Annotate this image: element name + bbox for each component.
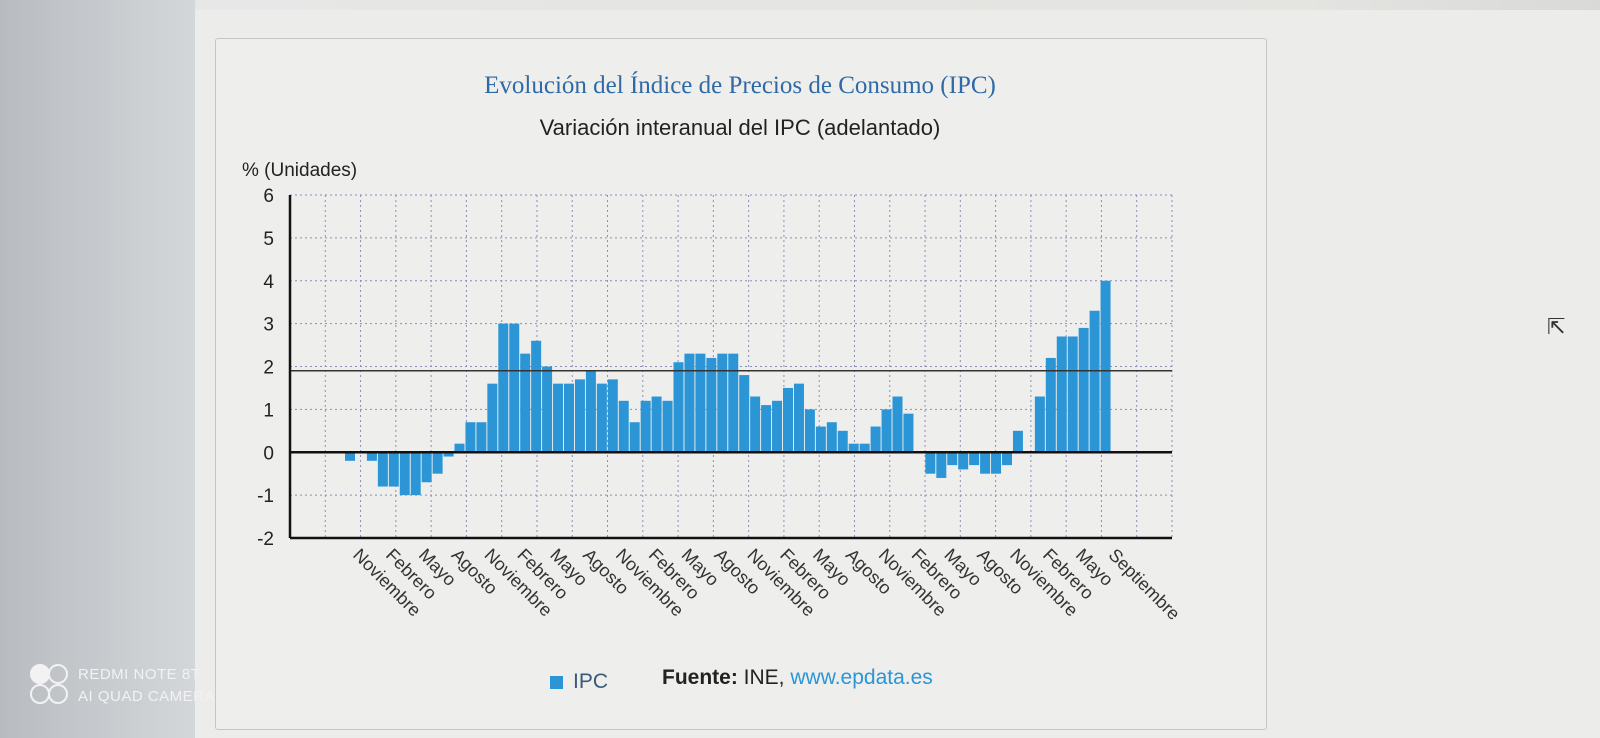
bar: [651, 396, 662, 453]
chart-bars: [345, 280, 1111, 496]
bar: [870, 426, 881, 453]
bar: [585, 370, 596, 453]
bar: [421, 452, 432, 483]
bar: [345, 452, 355, 461]
bar: [454, 443, 465, 453]
bar: [1002, 452, 1012, 466]
legend-swatch: [550, 675, 563, 689]
bar: [1012, 430, 1023, 453]
bar: [640, 400, 651, 453]
bar: [826, 422, 837, 453]
bar: [772, 400, 783, 453]
bar: [618, 400, 629, 453]
bar: [739, 375, 750, 453]
bar: [465, 422, 476, 453]
watermark-line2: AI QUAD CAMERA: [78, 688, 216, 705]
bar: [1067, 336, 1078, 453]
bar: [706, 357, 717, 453]
bar: [881, 409, 892, 453]
bar: [509, 323, 520, 453]
bar: [596, 383, 607, 453]
bar: [410, 452, 421, 496]
bar: [487, 383, 498, 453]
chart-subtitle: Variación interanual del IPC (adelantado…: [539, 115, 941, 140]
mouse-cursor-icon: ⇱: [1547, 314, 1566, 339]
y-tick-label: -1: [257, 486, 274, 507]
bar: [848, 443, 859, 453]
bar: [859, 443, 870, 453]
y-tick-label: 1: [263, 400, 274, 421]
x-tick-labels: NoviembreFebreroMayoAgostoNoviembreFebre…: [349, 545, 1184, 624]
y-tick-label: 3: [263, 315, 274, 336]
bar: [750, 396, 761, 453]
camera-logo-icon: [30, 664, 68, 704]
bar: [476, 422, 487, 453]
chart-axes: [288, 195, 1172, 540]
bar: [804, 409, 815, 453]
bar: [728, 353, 739, 453]
bar: [542, 366, 553, 453]
bar: [815, 426, 826, 453]
y-tick-label: 2: [263, 358, 274, 379]
bar: [947, 452, 958, 466]
bar: [936, 452, 947, 478]
bar: [717, 353, 728, 453]
bar: [1056, 336, 1067, 453]
chart-legend: IPC: [550, 670, 608, 694]
camera-watermark: REDMI NOTE 8T AI QUAD CAMERA: [30, 664, 215, 708]
y-tick-labels: 6 5 4 3 2 1 0 -1 -2: [257, 186, 274, 550]
y-axis-label: % (Unidades): [242, 160, 357, 181]
source-text: INE,: [743, 666, 785, 689]
bar: [1100, 280, 1111, 453]
bar: [695, 353, 706, 453]
bar: [607, 379, 618, 453]
bar: [377, 452, 388, 487]
bar: [564, 383, 574, 453]
bar: [673, 362, 684, 453]
chart-title: Evolución del Índice de Precios de Consu…: [484, 72, 996, 99]
bar: [837, 430, 848, 453]
bar: [925, 452, 936, 474]
bar: [662, 400, 673, 453]
watermark-line1: REDMI NOTE 8T: [78, 666, 201, 683]
y-tick-label: 4: [263, 272, 274, 293]
bar: [1034, 396, 1045, 453]
x-tick-label: Septiembre: [1105, 545, 1184, 624]
bar: [1089, 310, 1100, 453]
bar: [366, 452, 377, 461]
source-label: Fuente:: [662, 666, 738, 689]
bar: [991, 452, 1002, 474]
bar: [684, 353, 695, 453]
y-tick-label: -2: [257, 529, 274, 550]
bar: [432, 452, 443, 474]
bar: [980, 452, 991, 474]
bar: [520, 353, 531, 453]
bar: [1078, 327, 1089, 453]
bar: [388, 452, 399, 487]
bar: [892, 396, 903, 453]
y-tick-label: 5: [263, 229, 274, 250]
bar: [783, 387, 793, 453]
legend-label: IPC: [573, 670, 609, 693]
bar: [1045, 357, 1056, 453]
bar: [958, 452, 969, 470]
source-link[interactable]: www.epdata.es: [790, 666, 933, 689]
bar: [761, 405, 772, 453]
bar: [498, 323, 509, 453]
device-bezel: [0, 0, 195, 738]
bar: [443, 452, 454, 457]
bar: [629, 422, 640, 453]
bar: [531, 340, 542, 453]
y-tick-label: 0: [263, 443, 274, 464]
source-credit: Fuente: INE, www.epdata.es: [662, 666, 933, 690]
y-tick-label: 6: [263, 186, 274, 207]
bar: [399, 452, 410, 496]
bar: [969, 452, 980, 466]
bar: [793, 383, 804, 453]
bar: [574, 379, 585, 453]
bar: [903, 413, 914, 453]
bar: [553, 383, 564, 453]
